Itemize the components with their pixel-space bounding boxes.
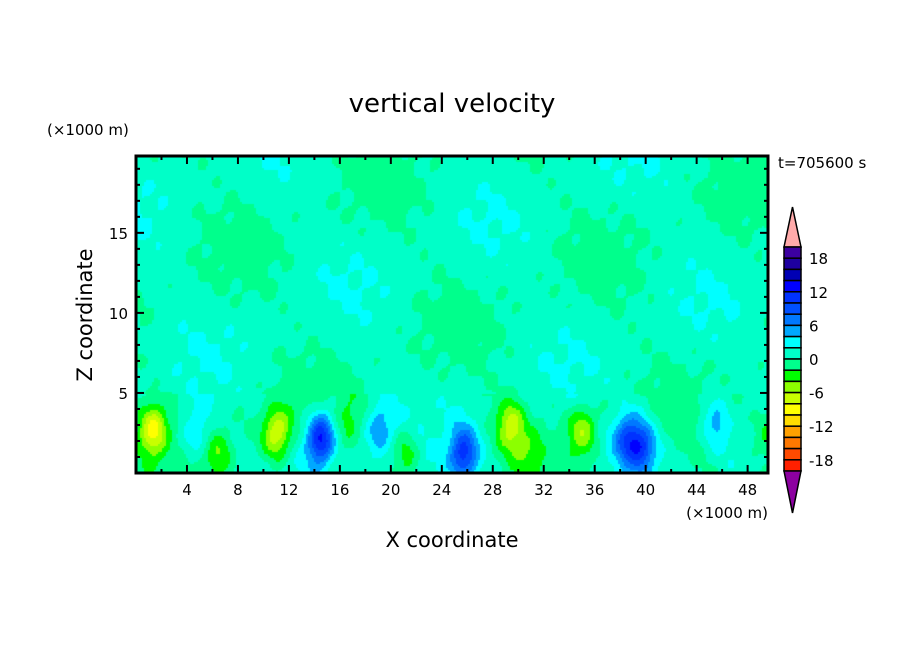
x-unit-label: (×1000 m) [686,504,768,522]
x-tick-label: 28 [483,481,502,499]
colorbar-tick-label: 6 [809,317,819,335]
colorbar-box [783,391,802,405]
x-tick-label: 12 [279,481,298,499]
colorbar-under-triangle [783,470,802,514]
colorbar-box [783,324,802,338]
colorbar-box [783,347,802,360]
y-unit-label: (×1000 m) [47,121,129,139]
colorbar-box [783,414,802,427]
colorbar-box [783,313,802,327]
y-tick-label: 10 [109,305,128,323]
colorbar-box [783,291,802,304]
colorbar-box [783,268,802,282]
x-tick-label: 24 [432,481,451,499]
x-tick-label: 48 [738,481,757,499]
contour-field [136,156,768,473]
colorbar-tick-label: 18 [809,250,828,268]
colorbar-box [783,257,802,271]
y-axis-label: Z coordinate [73,248,97,381]
colorbar-box [783,380,802,394]
plot-frame [134,154,770,475]
y-tick-label: 15 [109,225,128,243]
colorbar-box [783,279,802,293]
colorbar-tick-label: -6 [809,385,824,403]
y-tick-label: 5 [118,385,128,403]
colorbar-tick-label: -12 [809,418,834,436]
colorbar-box [783,358,802,371]
x-tick-label: 40 [636,481,655,499]
colorbar-tick-label: -18 [809,452,834,470]
x-tick-label: 44 [687,481,706,499]
colorbar-box [783,459,802,472]
time-label: t=705600 s [778,154,866,172]
colorbar: 18 12 6 0 -6 -12 -18 [783,206,834,514]
colorbar-box [783,335,802,349]
colorbar-box [783,369,802,383]
x-tick-label: 8 [233,481,243,499]
x-tick-label: 32 [534,481,553,499]
colorbar-tick-label: 0 [809,351,819,369]
x-tick-label: 4 [182,481,192,499]
x-axis-label: X coordinate [385,528,518,552]
x-tick-label: 36 [585,481,604,499]
colorbar-box [783,302,802,315]
chart-title: vertical velocity [349,89,556,119]
colorbar-box [783,246,802,259]
x-tick-label: 16 [330,481,349,499]
colorbar-tick-label: 12 [809,284,828,302]
colorbar-box [783,436,802,450]
colorbar-box [783,403,802,416]
colorbar-box [783,447,802,461]
x-tick-label: 20 [381,481,400,499]
colorbar-box [783,425,802,439]
colorbar-over-triangle [783,206,802,248]
